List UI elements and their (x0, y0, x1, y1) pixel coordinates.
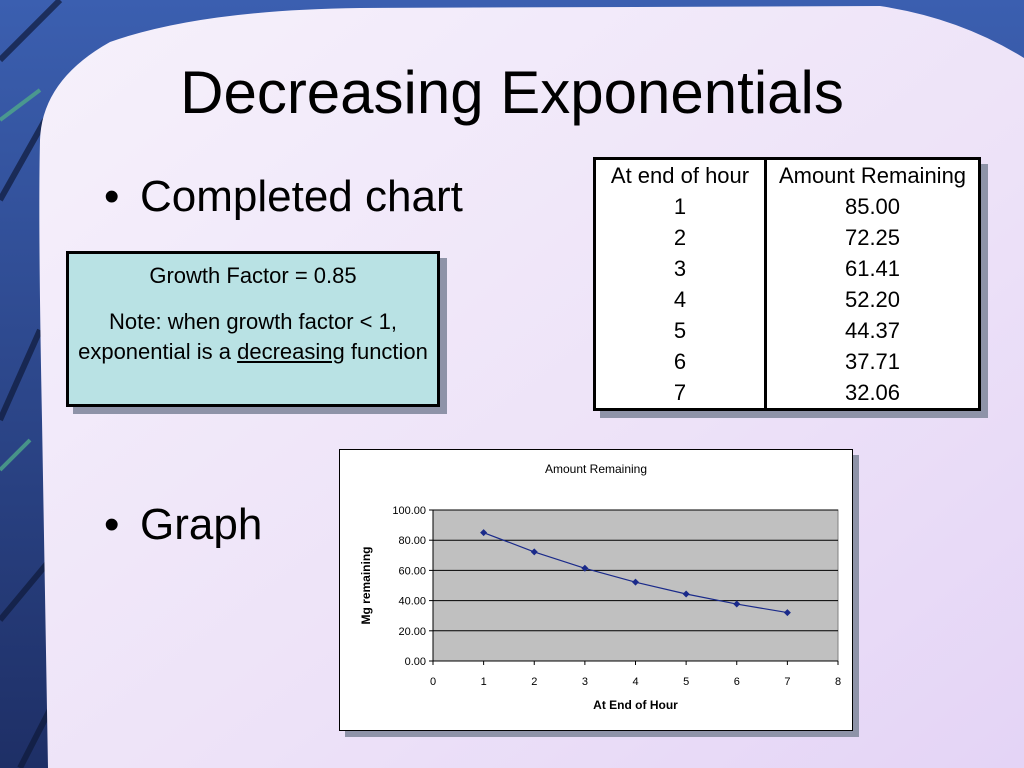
y-tick-label: 40.00 (398, 596, 426, 608)
note-suffix: function (344, 339, 428, 364)
x-tick-label: 4 (632, 676, 638, 688)
table-cell-amount: 72.25 (844, 225, 901, 250)
table-header-row: At end of hour Amount Remaining (594, 158, 980, 191)
bullet-marker: • (104, 172, 120, 221)
table-cell-hour: 7 (594, 377, 767, 410)
table-header-amount: Amount Remaining (778, 163, 967, 188)
data-point (480, 529, 488, 537)
data-point (530, 548, 538, 556)
x-tick-label: 1 (481, 676, 487, 688)
data-point (682, 590, 690, 598)
slide-title: Decreasing Exponentials (180, 59, 844, 126)
table-cell-hour: 4 (594, 284, 767, 315)
x-tick-label: 2 (531, 676, 537, 688)
table-row: 1 85.00 (594, 191, 980, 222)
y-tick-label: 100.00 (392, 505, 426, 517)
table-row: 6 37.71 (594, 346, 980, 377)
line-chart: 0.00 20.00 40.00 60.00 80.00 100.00 0 1 2 3 4 5 6 7 8 A… (359, 462, 841, 712)
x-tick-label: 6 (734, 676, 740, 688)
amount-remaining-table: At end of hour Amount Remaining 1 85.00 2… (593, 157, 981, 411)
table-cell-amount: 61.41 (844, 256, 901, 281)
data-point (733, 600, 741, 608)
growth-factor-text: Growth Factor = 0.85 (149, 263, 357, 288)
x-tick-label: 0 (430, 676, 436, 688)
table-cell-amount: 52.20 (844, 287, 901, 312)
bullet-graph: • Graph (104, 500, 262, 550)
table-cell-hour: 2 (594, 222, 767, 253)
table-cell-hour: 5 (594, 315, 767, 346)
growth-factor-note-box: Growth Factor = 0.85 Note: when growth f… (66, 251, 440, 407)
table-cell-amount: 32.06 (844, 380, 901, 405)
table-cell-amount: 85.00 (844, 194, 901, 219)
table-cell-hour: 1 (594, 191, 767, 222)
table-row: 3 61.41 (594, 253, 980, 284)
y-tick-label: 20.00 (398, 626, 426, 638)
table-cell-amount: 37.71 (844, 349, 901, 374)
table-cell-amount: 44.37 (844, 318, 901, 343)
data-point (783, 609, 791, 617)
y-axis-label: Mg remaining (359, 546, 373, 624)
table-row: 4 52.20 (594, 284, 980, 315)
y-tick-label: 80.00 (398, 535, 426, 547)
data-point (581, 564, 589, 572)
bullet-completed-chart: • Completed chart (104, 172, 463, 222)
bullet-text: Graph (140, 500, 263, 549)
table-cell-hour: 6 (594, 346, 767, 377)
x-tick-label: 5 (683, 676, 689, 688)
x-tick-label: 7 (784, 676, 790, 688)
bullet-marker: • (104, 500, 120, 549)
y-tick-label: 0.00 (405, 656, 426, 668)
line-chart-frame: 0.00 20.00 40.00 60.00 80.00 100.00 0 1 2 3 4 5 6 7 8 A… (339, 449, 853, 731)
note-prefix: Note: when growth factor < 1, exponentia… (78, 309, 397, 364)
table-row: 5 44.37 (594, 315, 980, 346)
table-cell-hour: 3 (594, 253, 767, 284)
note-emphasis: decreasing (237, 339, 345, 364)
x-axis-label: At End of Hour (593, 698, 678, 712)
x-tick-label: 3 (582, 676, 588, 688)
table-row: 2 72.25 (594, 222, 980, 253)
data-point (632, 578, 639, 586)
decreasing-note-text: Note: when growth factor < 1, exponentia… (69, 307, 437, 367)
y-tick-label: 60.00 (398, 565, 426, 577)
table-header-hour: At end of hour (594, 158, 767, 191)
x-tick-label: 8 (835, 676, 841, 688)
chart-title: Amount Remaining (545, 462, 647, 476)
table-row: 7 32.06 (594, 377, 980, 410)
bullet-text: Completed chart (140, 172, 463, 221)
